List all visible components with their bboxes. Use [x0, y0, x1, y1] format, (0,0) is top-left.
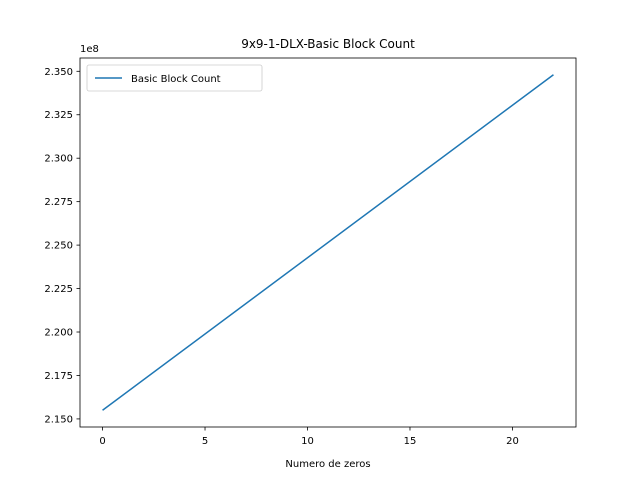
legend-box	[86, 64, 263, 92]
y-tick-label: 2.250	[44, 241, 73, 252]
x-tick-label: 5	[202, 436, 208, 447]
chart-title: 9x9-1-DLX-Basic Block Count	[241, 37, 415, 51]
y-tick-label: 2.300	[44, 154, 73, 165]
series-layer	[102, 74, 554, 411]
legend: Basic Block Count	[86, 64, 263, 92]
plot-area	[79, 57, 577, 428]
x-axis: 0 5 10 15 20	[99, 427, 519, 447]
y-axis: 2.150 2.175 2.200 2.225 2.250 2.275 2.300 2.325…	[44, 67, 80, 425]
x-tick-label: 15	[404, 436, 417, 447]
y-offset-text: 1e8	[80, 44, 99, 55]
y-tick-label: 2.175	[44, 371, 73, 382]
y-tick-label: 2.150	[44, 414, 73, 425]
y-tick-label: 2.350	[44, 67, 73, 78]
x-axis-label: Numero de zeros	[285, 459, 370, 470]
x-tick-label: 10	[301, 436, 314, 447]
x-tick-label: 20	[506, 436, 519, 447]
x-tick-label: 0	[99, 436, 105, 447]
y-tick-label: 2.225	[44, 284, 73, 295]
y-tick-label: 2.325	[44, 110, 73, 121]
y-tick-label: 2.200	[44, 328, 73, 339]
legend-label-basic-block-count: Basic Block Count	[131, 74, 221, 85]
series-line-basic-block-count	[102, 74, 554, 411]
y-tick-label: 2.275	[44, 197, 73, 208]
